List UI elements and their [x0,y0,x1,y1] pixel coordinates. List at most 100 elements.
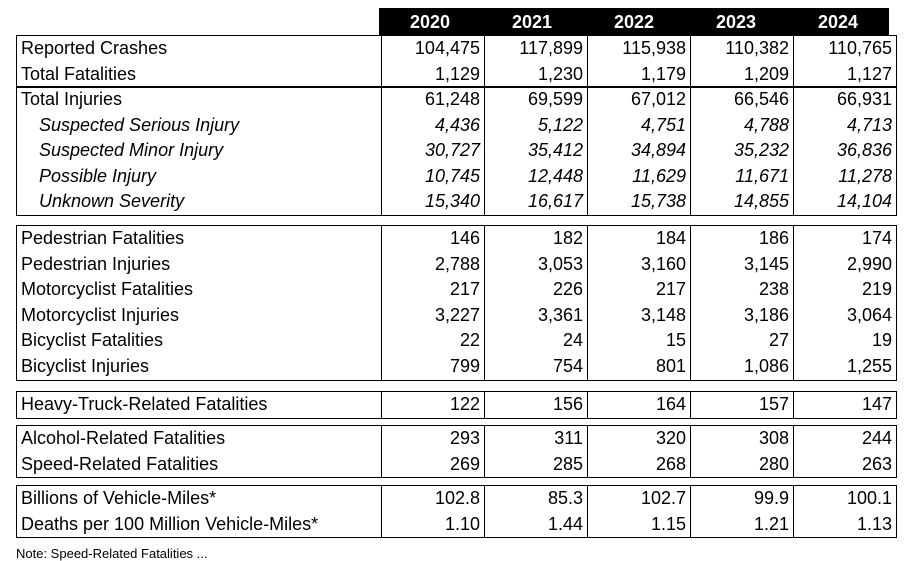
cell-value: 754 [552,355,583,376]
cell-value: 66,931 [836,89,892,109]
row-label: Motorcyclist Fatalities [21,279,194,300]
cell-value: 11,278 [838,165,892,186]
cell-value: 34,894 [630,140,686,161]
value-column-2020: 293 269 [381,424,485,479]
row-label: Unknown Severity [39,191,185,212]
cell-value: 3,145 [743,253,789,274]
value-column-2024: 110,765 1,127 [793,34,897,89]
cell-value: 269 [449,453,480,474]
value-column-2022: 164 [587,391,691,419]
cell-value: 244 [861,428,892,448]
cell-value: 799 [449,355,480,376]
cell-value: 67,012 [630,89,686,109]
cell-value: 10,745 [424,165,480,186]
cell-value: 85.3 [547,488,583,508]
stats-block: Billions of Vehicle-Miles* Deaths per 100… [16,484,897,539]
value-column-2021: 182 3,053 226 3,361 24 754 [484,225,588,381]
cell-value: 217 [449,279,480,300]
row-label: Bicyclist Injuries [21,355,150,376]
cell-value: 1,255 [846,355,892,376]
cell-value: 102.7 [640,488,686,508]
cell-value: 1.21 [753,513,789,534]
cell-value: 1,086 [743,355,789,376]
cell-value: 4,788 [743,114,789,135]
row-label: Suspected Minor Injury [39,140,224,161]
value-column-2023: 99.9 1.21 [690,484,794,539]
cell-value: 293 [449,428,480,448]
value-column-2020: 104,475 1,129 [381,34,485,89]
cell-value: 4,751 [640,114,686,135]
cell-value: 1,129 [434,63,480,84]
cell-value: 115,938 [622,38,686,58]
value-column-2023: 66,546 4,788 35,232 11,671 14,855 [690,86,794,216]
row-label: Pedestrian Fatalities [21,228,185,248]
cell-value: 66,546 [733,89,789,109]
value-column-2022: 320 268 [587,424,691,479]
value-column-2023: 186 3,145 238 3,186 27 1,086 [690,225,794,381]
cell-value: 308 [758,428,789,448]
cell-value: 217 [655,279,686,300]
cell-value: 157 [758,394,789,414]
row-label: Motorcyclist Injuries [21,304,180,325]
cell-value: 4,713 [846,114,892,135]
value-column-2022: 184 3,160 217 3,148 15 801 [587,225,691,381]
year-2020-heading: 2020 [409,12,451,32]
cell-value: 1,209 [743,63,789,84]
year-2021-heading: 2021 [511,12,553,32]
cell-value: 5,122 [537,114,583,135]
cell-value: 35,232 [733,140,789,161]
row-label: Speed-Related Fatalities [21,453,219,474]
value-column-2023: 308 280 [690,424,794,479]
row-label: Bicyclist Fatalities [21,330,164,351]
cell-value: 4,436 [434,114,480,135]
stats-block: Reported Crashes Total Fatalities 104,475 1… [16,34,897,89]
cell-value: 27 [768,330,789,351]
cell-value: 30,727 [424,140,480,161]
footer-note: Note: Speed-Related Fatalities ... [16,546,208,561]
cell-value: 268 [655,453,686,474]
cell-value: 263 [861,453,892,474]
year-header: 2020 2021 2022 2023 2024 [379,8,889,36]
cell-value: 16,617 [527,191,583,212]
cell-value: 3,361 [537,304,583,325]
value-column-2023: 157 [690,391,794,419]
cell-value: 102.8 [434,488,480,508]
row-label: Total Fatalities [21,63,137,84]
cell-value: 11,629 [632,165,686,186]
cell-value: 61,248 [424,89,480,109]
cell-value: 15,738 [630,191,686,212]
cell-value: 3,148 [640,304,686,325]
cell-value: 11,671 [735,165,789,186]
cell-value: 285 [552,453,583,474]
cell-value: 100.1 [846,488,892,508]
cell-value: 19 [871,330,892,351]
cell-value: 110,765 [828,38,892,58]
cell-value: 801 [655,355,686,376]
cell-value: 3,186 [743,304,789,325]
label-column: Alcohol-Related Fatalities Speed-Related … [16,424,382,479]
cell-value: 3,160 [640,253,686,274]
cell-value: 15,340 [424,191,480,212]
value-column-2020: 146 2,788 217 3,227 22 799 [381,225,485,381]
value-column-2024: 66,931 4,713 36,836 11,278 14,104 [793,86,897,216]
label-column: Pedestrian Fatalities Pedestrian Injuries… [16,225,382,381]
cell-value: 22 [459,330,480,351]
row-label: Deaths per 100 Million Vehicle-Miles* [21,513,319,534]
row-label: Billions of Vehicle-Miles* [21,488,217,508]
value-column-2022: 67,012 4,751 34,894 11,629 15,738 [587,86,691,216]
stats-block: Heavy-Truck-Related Fatalities 122 156 164 1… [16,391,897,419]
cell-value: 104,475 [414,38,480,58]
cell-value: 14,855 [733,191,789,212]
cell-value: 1,127 [846,63,892,84]
label-column: Heavy-Truck-Related Fatalities [16,391,382,419]
cell-value: 311 [554,428,583,448]
cell-value: 2,990 [846,253,892,274]
row-label: Possible Injury [39,165,157,186]
cell-value: 320 [655,428,686,448]
year-2023-heading: 2023 [715,12,757,32]
cell-value: 1,230 [537,63,583,84]
stats-block: Total Injuries Suspected Serious Injury Su… [16,86,897,216]
cell-value: 12,448 [527,165,583,186]
stats-block: Alcohol-Related Fatalities Speed-Related … [16,424,897,479]
value-column-2024: 147 [793,391,897,419]
